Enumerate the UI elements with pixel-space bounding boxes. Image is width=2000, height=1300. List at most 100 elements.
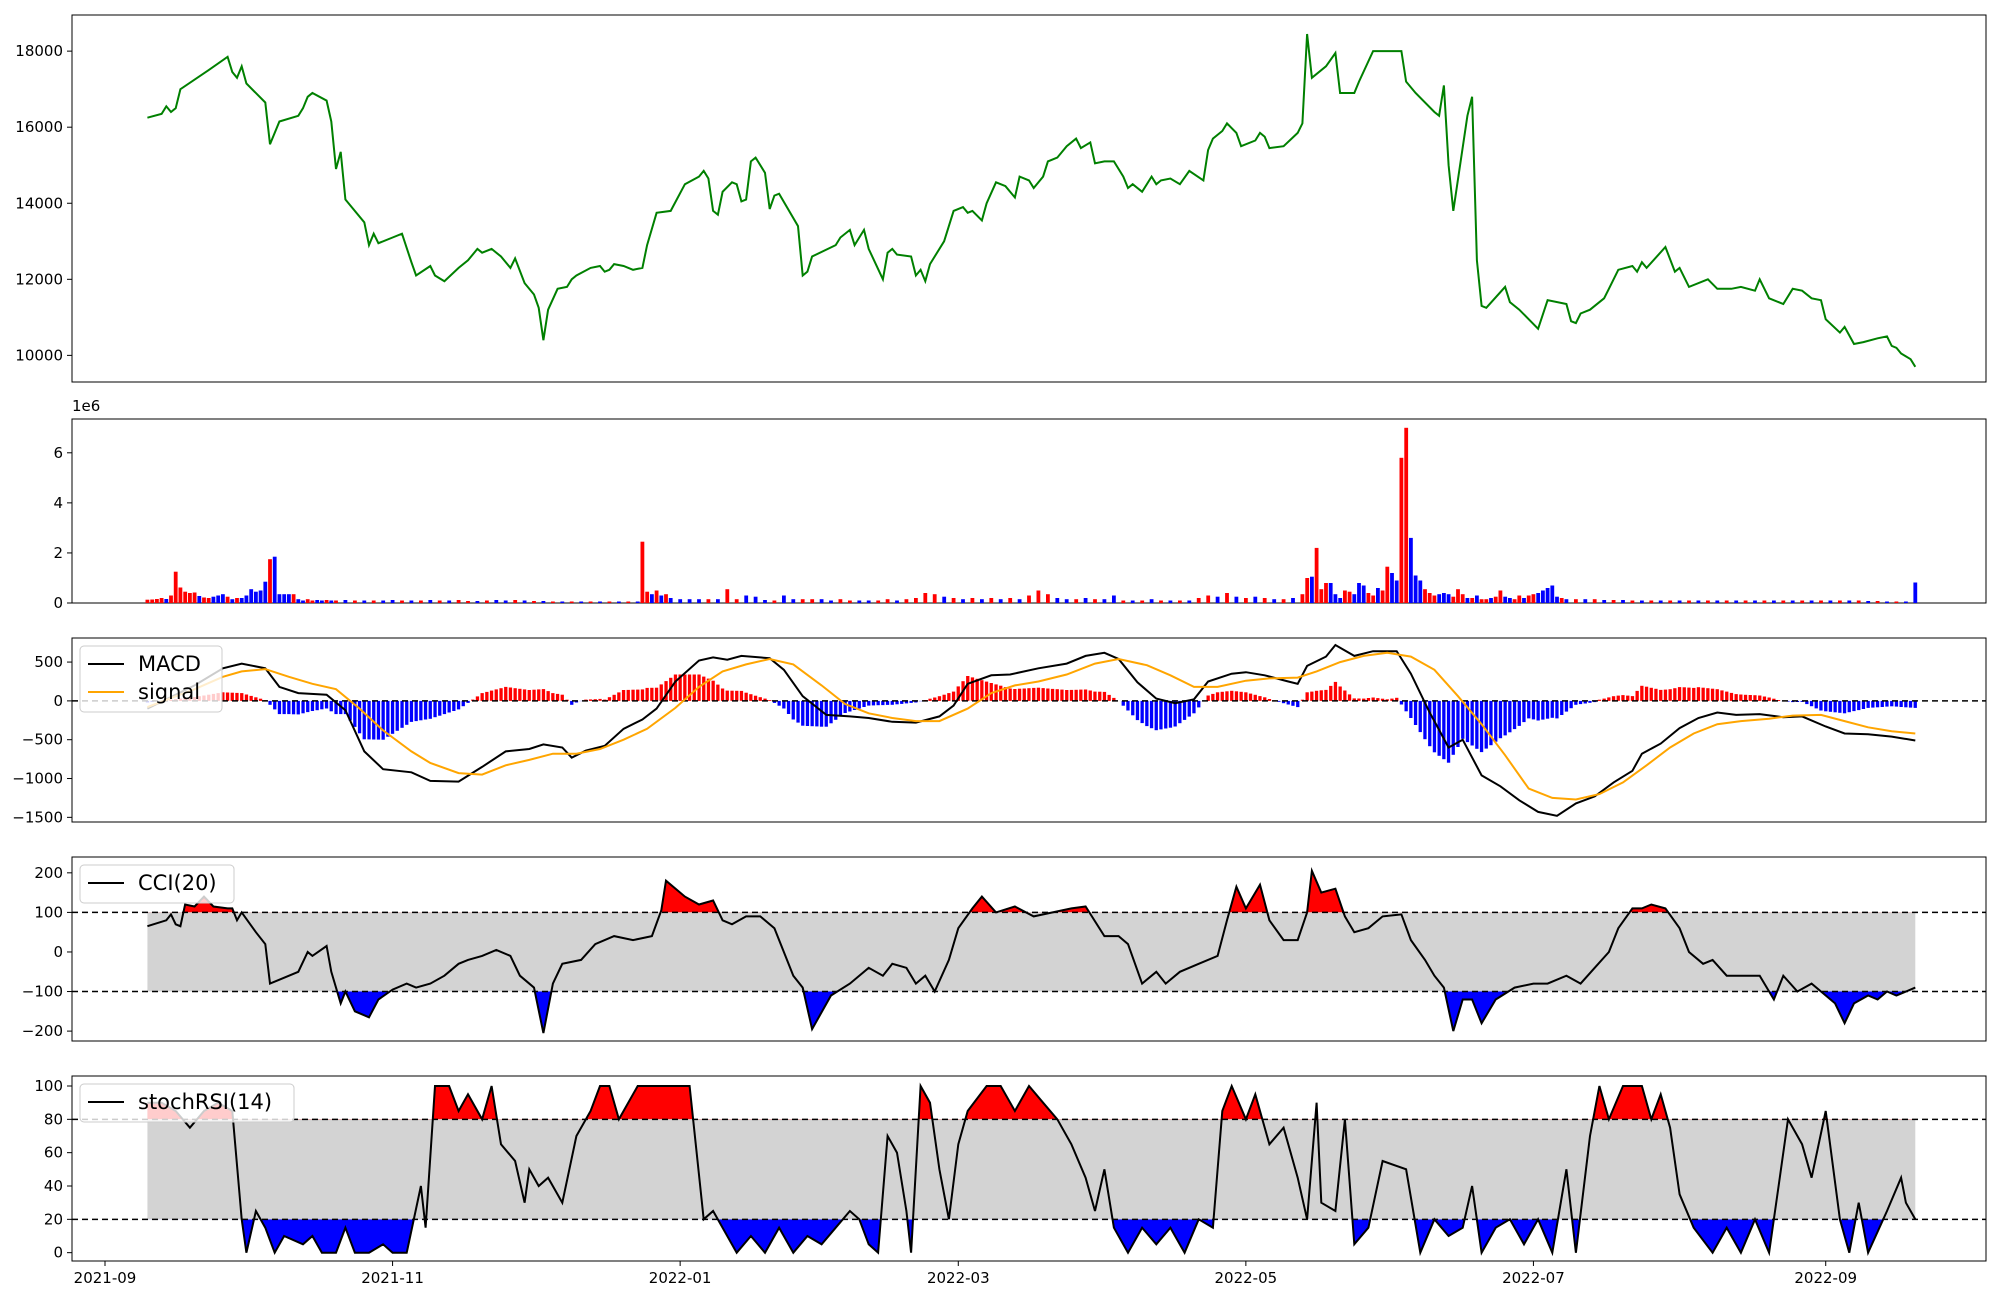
macd-histogram-bar xyxy=(683,674,687,701)
volume-bar xyxy=(244,595,249,603)
macd-histogram-bar xyxy=(673,674,678,701)
volume-bar xyxy=(1074,599,1079,603)
macd-histogram-bar xyxy=(1362,698,1366,701)
macd-histogram-bar xyxy=(1248,693,1253,701)
volume-bar xyxy=(772,600,777,603)
volume-bar xyxy=(390,600,395,603)
macd-histogram-bar xyxy=(744,692,748,701)
macd-histogram-bar xyxy=(1541,700,1545,720)
macd-histogram-bar xyxy=(1885,700,1889,707)
volume-bar xyxy=(315,600,320,603)
volume-bar xyxy=(287,594,291,603)
macd-histogram-bar xyxy=(1583,700,1587,704)
volume-bar xyxy=(1262,598,1267,603)
macd-histogram-bar xyxy=(1027,688,1031,701)
macd-histogram-bar xyxy=(881,700,885,706)
volume-bar xyxy=(734,599,739,603)
volume-bar xyxy=(1555,596,1559,603)
macd-histogram-bar xyxy=(1861,700,1866,709)
volume-bar xyxy=(961,599,965,603)
volume-bar xyxy=(437,600,442,603)
volume-bar xyxy=(1658,600,1663,603)
macd-histogram-bar xyxy=(1489,700,1493,746)
macd-histogram-bar xyxy=(928,698,932,701)
macd-histogram-bar xyxy=(1324,689,1328,701)
macd-histogram-bar xyxy=(1244,692,1248,701)
macd-histogram-bar xyxy=(1555,700,1559,719)
volume-bar xyxy=(1168,600,1173,603)
macd-histogram-bar xyxy=(390,700,395,734)
macd-histogram-bar xyxy=(645,687,649,701)
macd-histogram-bar xyxy=(1145,700,1149,727)
volume-bar xyxy=(503,600,508,603)
volume-bar xyxy=(635,601,640,603)
macd-histogram-bar xyxy=(1814,700,1818,709)
volume-bar xyxy=(1828,600,1833,603)
volume-bar xyxy=(1460,594,1465,603)
volume-bar xyxy=(1677,600,1682,603)
volume-bar xyxy=(1361,585,1366,603)
macd-histogram-bar xyxy=(1102,691,1107,701)
macd-histogram-bar xyxy=(598,698,602,701)
macd-line xyxy=(146,643,1916,817)
volume-bar xyxy=(1696,600,1701,603)
macd-histogram-bar xyxy=(1258,696,1262,701)
macd-histogram-bar xyxy=(1772,698,1776,701)
macd-histogram-bar xyxy=(1050,688,1055,701)
macd-histogram-bar xyxy=(306,700,310,713)
macd-histogram-bar xyxy=(1376,698,1380,701)
macd-histogram-bar xyxy=(636,689,640,701)
macd-histogram-bar xyxy=(320,700,324,710)
macd-histogram-bar xyxy=(1809,700,1814,707)
macd-histogram-bar xyxy=(1164,700,1168,729)
volume-bar xyxy=(970,598,975,603)
volume-bar xyxy=(782,595,786,603)
macd-histogram-bar xyxy=(1767,697,1771,701)
macd-histogram-bar xyxy=(1423,700,1427,740)
macd-histogram-bar xyxy=(1395,697,1399,701)
volume-bar xyxy=(1550,585,1555,603)
macd-histogram-bar xyxy=(1093,691,1097,701)
volume-bar xyxy=(1196,598,1201,603)
macd-histogram-bar xyxy=(310,700,315,711)
macd-histogram-bar xyxy=(970,677,975,701)
volume-bar xyxy=(942,596,947,603)
volume-bar xyxy=(1559,598,1564,603)
macd-histogram-bar xyxy=(867,700,871,706)
macd-histogram-bar xyxy=(499,688,503,701)
macd-histogram-bar xyxy=(362,700,366,740)
macd-histogram-bar xyxy=(1409,700,1413,718)
x-tick-label: 2021-09 xyxy=(74,1269,137,1287)
macd-histogram-bar xyxy=(1838,700,1842,713)
macd-histogram-bar xyxy=(1720,690,1724,701)
macd-histogram-bar xyxy=(1729,692,1734,701)
volume-bar xyxy=(1432,595,1437,603)
macd-histogram-bar xyxy=(532,689,536,701)
volume-bar xyxy=(1489,598,1493,603)
macd-histogram-bar xyxy=(235,692,239,701)
macd-histogram-bar xyxy=(1758,695,1762,701)
volume-bar xyxy=(173,571,178,603)
volume-bar xyxy=(1409,537,1413,603)
volume-bar xyxy=(1305,578,1310,603)
macd-histogram-bar xyxy=(1234,691,1239,701)
macd-histogram-bar xyxy=(244,694,249,701)
macd-histogram-bar xyxy=(494,689,498,701)
macd-histogram-bar xyxy=(442,700,447,715)
macd-histogram-bar xyxy=(796,700,800,723)
volume-bar xyxy=(485,600,489,603)
volume-bar xyxy=(1526,595,1531,603)
macd-histogram-bar xyxy=(1277,700,1281,702)
y-tick-label: 6 xyxy=(53,444,63,462)
volume-bar xyxy=(1498,590,1503,603)
macd-histogram-bar xyxy=(1517,700,1521,726)
volume-bar xyxy=(1253,596,1258,603)
macd-histogram-bar xyxy=(1013,689,1017,701)
volume-bar xyxy=(914,598,918,603)
volume-bar xyxy=(1437,594,1442,603)
volume-bar xyxy=(324,600,329,603)
macd-histogram-bar xyxy=(277,700,282,715)
macd-histogram-bar xyxy=(438,700,442,716)
macd-histogram-bar xyxy=(834,700,838,720)
macd-histogram-bar xyxy=(942,694,946,701)
